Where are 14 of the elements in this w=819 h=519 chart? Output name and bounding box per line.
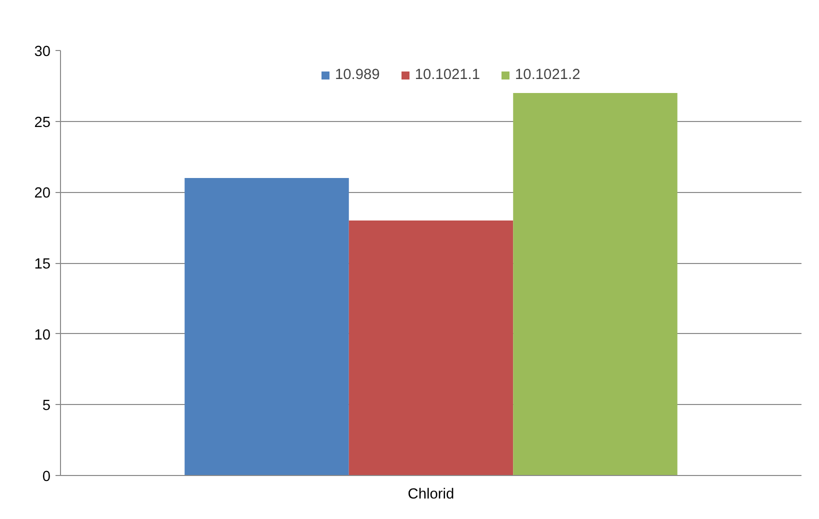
y-tick-label: 0 [42,469,51,485]
y-tick-label: 5 [42,398,51,414]
legend-label: 10.989 [335,67,380,83]
y-tick-label: 15 [34,256,51,272]
x-tick-label: Chlorid [408,486,454,502]
legend-label: 10.1021.1 [414,67,480,83]
legend-label: 10.1021.2 [515,67,580,83]
y-tick-label: 20 [34,186,51,202]
y-tick-label: 25 [34,114,51,131]
y-tick-label: 10 [34,327,51,344]
bar [348,220,514,476]
bar [184,178,349,476]
y-tick-label: 30 [34,44,51,60]
bar [513,93,678,476]
